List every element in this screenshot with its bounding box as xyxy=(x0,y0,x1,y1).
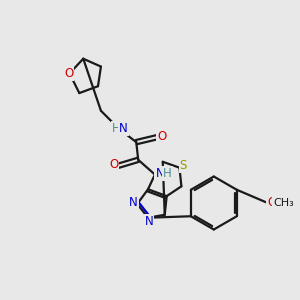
Text: N: N xyxy=(155,167,164,180)
Text: N: N xyxy=(119,122,128,135)
Text: H: H xyxy=(163,167,172,180)
Text: N: N xyxy=(145,215,153,228)
Text: O: O xyxy=(64,67,73,80)
Text: N: N xyxy=(129,196,138,209)
Text: O: O xyxy=(157,130,167,143)
Text: O: O xyxy=(267,196,276,209)
Text: H: H xyxy=(112,122,121,135)
Text: O: O xyxy=(109,158,118,171)
Text: CH₃: CH₃ xyxy=(273,198,294,208)
Text: S: S xyxy=(180,159,187,172)
